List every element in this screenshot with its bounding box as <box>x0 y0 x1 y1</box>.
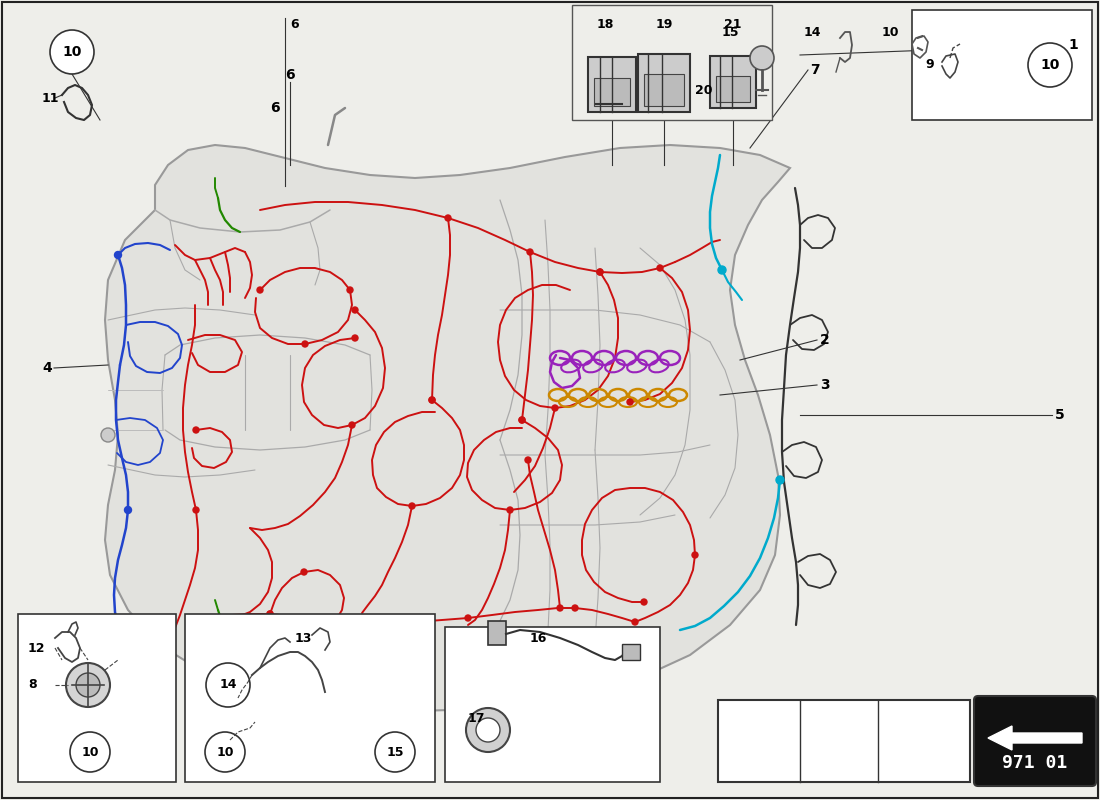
Bar <box>638 54 690 112</box>
Circle shape <box>205 732 245 772</box>
Text: 10: 10 <box>63 45 81 59</box>
Polygon shape <box>104 145 790 712</box>
Circle shape <box>101 428 116 442</box>
Bar <box>710 56 756 108</box>
Circle shape <box>346 287 353 293</box>
Text: 10: 10 <box>81 746 99 758</box>
Text: 1: 1 <box>1068 38 1078 52</box>
Circle shape <box>66 663 110 707</box>
Circle shape <box>519 417 525 423</box>
Bar <box>18 614 176 782</box>
Circle shape <box>352 335 358 341</box>
Circle shape <box>446 215 451 221</box>
Text: 20: 20 <box>695 83 713 97</box>
Bar <box>718 700 970 782</box>
Circle shape <box>257 287 263 293</box>
Text: 17: 17 <box>468 711 485 725</box>
Circle shape <box>76 673 100 697</box>
Circle shape <box>527 249 534 255</box>
Text: 12: 12 <box>28 642 45 654</box>
Text: 8: 8 <box>28 678 36 691</box>
Circle shape <box>657 265 663 271</box>
Bar <box>716 76 750 102</box>
Text: 18: 18 <box>596 18 614 31</box>
Circle shape <box>375 732 415 772</box>
Circle shape <box>525 457 531 463</box>
Text: 10: 10 <box>217 746 233 758</box>
Circle shape <box>70 732 110 772</box>
Circle shape <box>692 552 698 558</box>
Bar <box>912 10 1092 120</box>
Bar <box>446 627 660 782</box>
Circle shape <box>597 269 603 275</box>
Circle shape <box>641 599 647 605</box>
Circle shape <box>597 269 603 275</box>
Text: 15: 15 <box>386 746 404 758</box>
Bar <box>594 78 630 106</box>
Circle shape <box>409 503 415 509</box>
Text: 2: 2 <box>820 333 829 347</box>
Circle shape <box>124 506 132 514</box>
Bar <box>588 57 636 112</box>
Text: 6: 6 <box>285 68 295 82</box>
Circle shape <box>476 718 501 742</box>
Bar <box>572 5 772 120</box>
Circle shape <box>750 46 774 70</box>
Bar <box>488 621 506 645</box>
Circle shape <box>349 422 355 428</box>
Bar <box>644 74 684 106</box>
Text: 3: 3 <box>820 378 829 392</box>
Text: 16: 16 <box>530 631 548 645</box>
Text: 7: 7 <box>810 63 820 77</box>
Circle shape <box>557 605 563 611</box>
Circle shape <box>429 397 434 403</box>
Circle shape <box>267 611 273 617</box>
Circle shape <box>358 619 363 625</box>
Circle shape <box>50 30 94 74</box>
Text: 10: 10 <box>1041 58 1059 72</box>
Text: 13: 13 <box>295 631 312 645</box>
Circle shape <box>192 427 199 433</box>
Bar <box>185 614 434 782</box>
Circle shape <box>302 341 308 347</box>
Circle shape <box>552 405 558 411</box>
Text: 19: 19 <box>656 18 673 31</box>
Circle shape <box>206 663 250 707</box>
Circle shape <box>718 266 726 274</box>
Text: 4: 4 <box>42 361 52 375</box>
Text: 5: 5 <box>1055 408 1065 422</box>
Circle shape <box>507 507 513 513</box>
Circle shape <box>776 476 784 484</box>
Text: 15: 15 <box>722 26 739 38</box>
Text: 14: 14 <box>804 26 822 38</box>
Text: 21: 21 <box>724 18 741 31</box>
Bar <box>621 644 640 660</box>
Text: 14: 14 <box>219 678 236 691</box>
Circle shape <box>114 251 121 258</box>
Circle shape <box>519 417 525 423</box>
Text: 9: 9 <box>925 58 934 71</box>
Text: 6: 6 <box>270 101 279 115</box>
Text: 6: 6 <box>290 18 298 31</box>
FancyBboxPatch shape <box>974 696 1096 786</box>
Circle shape <box>301 569 307 575</box>
Circle shape <box>192 507 199 513</box>
Circle shape <box>627 399 632 405</box>
Circle shape <box>572 605 578 611</box>
Circle shape <box>465 615 471 621</box>
Circle shape <box>466 708 510 752</box>
Circle shape <box>429 397 434 403</box>
Text: 971 01: 971 01 <box>1002 754 1068 772</box>
Text: 11: 11 <box>42 91 59 105</box>
Text: 10: 10 <box>882 26 900 38</box>
Circle shape <box>352 307 358 313</box>
Polygon shape <box>988 726 1082 750</box>
Circle shape <box>267 611 273 617</box>
Circle shape <box>1028 43 1072 87</box>
Circle shape <box>632 619 638 625</box>
